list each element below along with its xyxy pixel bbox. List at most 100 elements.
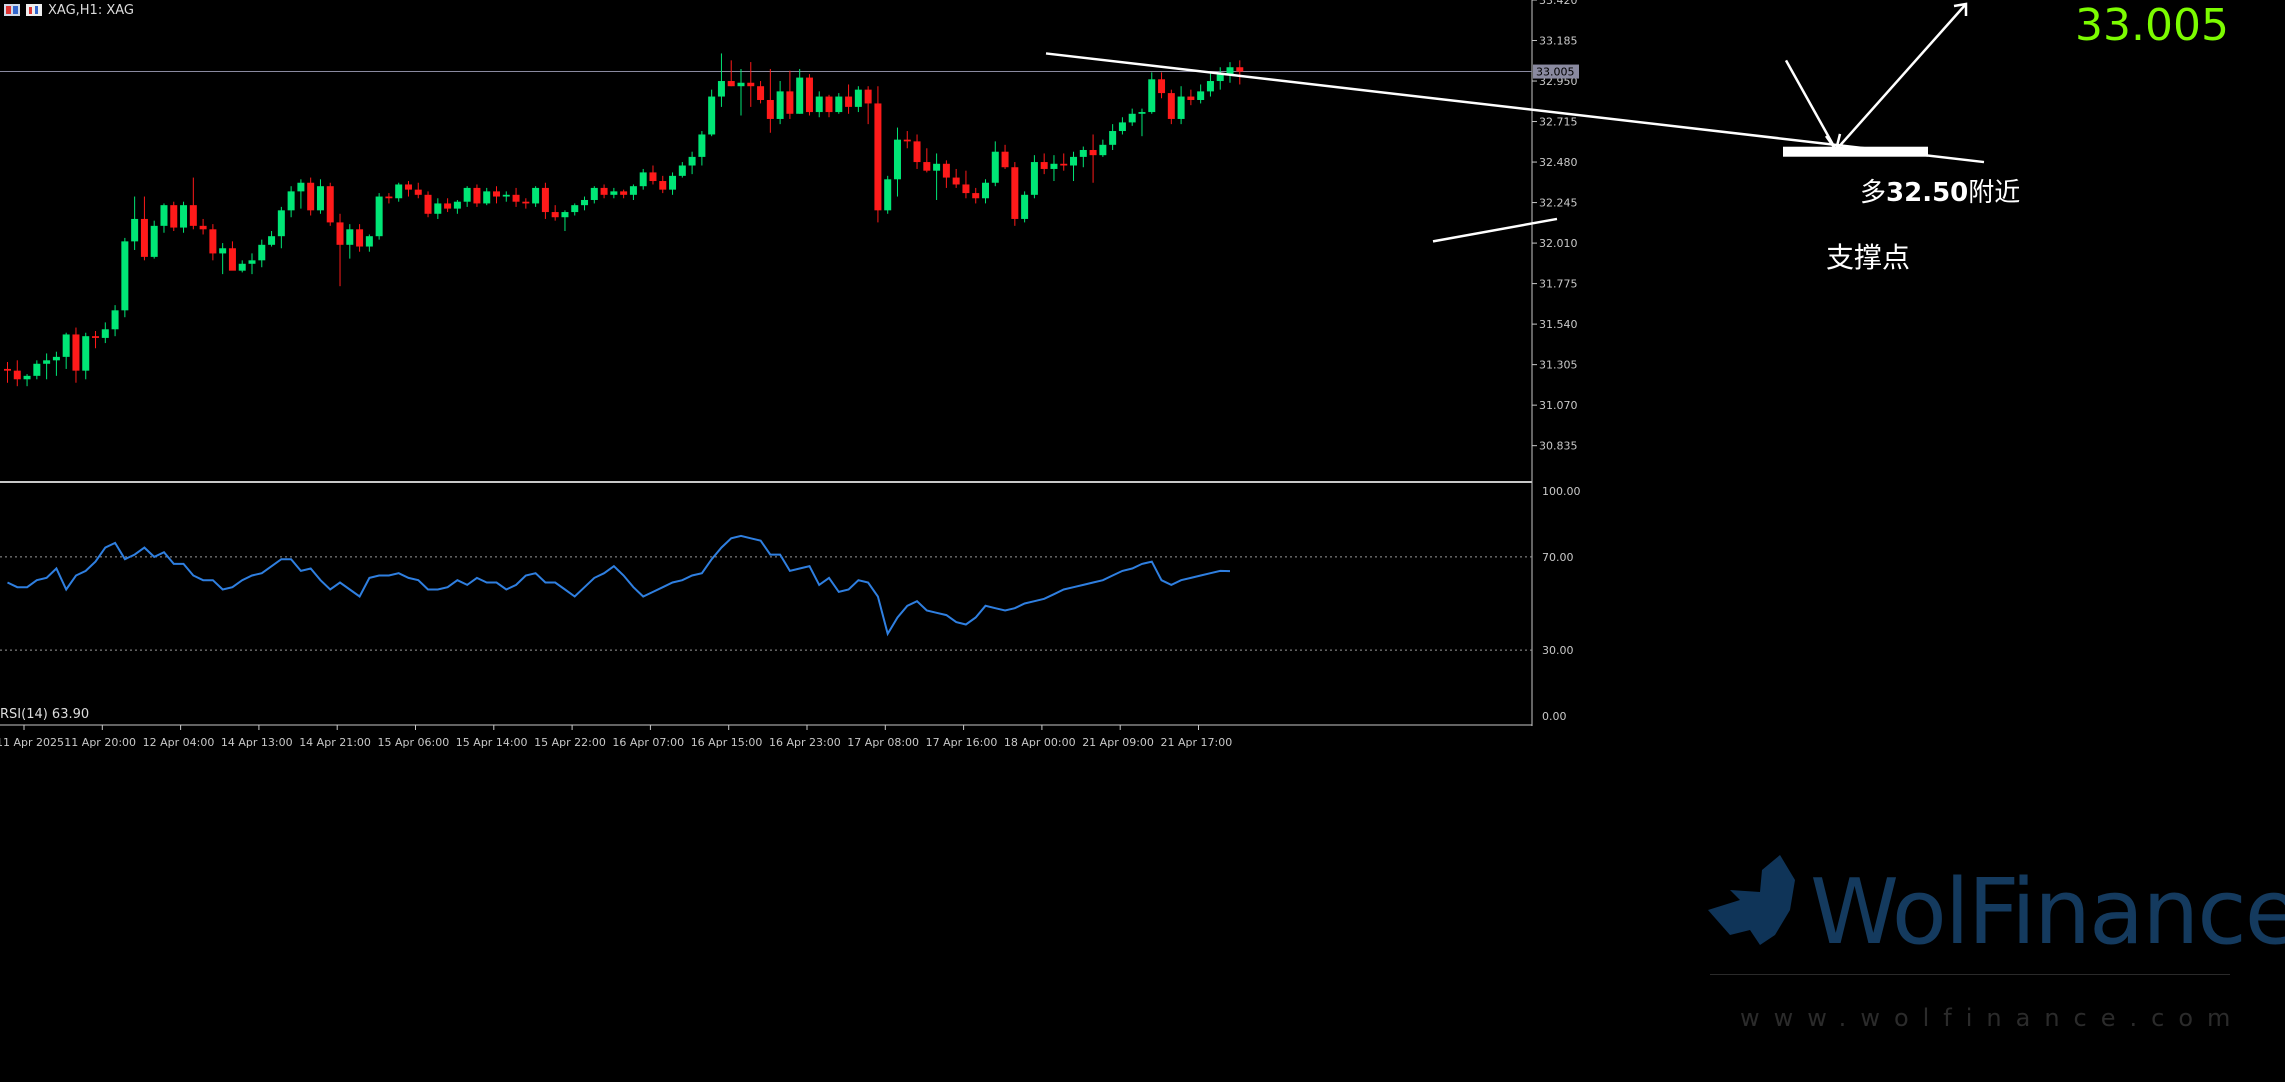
candle-body	[1021, 194, 1029, 219]
candle-body	[991, 151, 999, 183]
candle-body	[4, 368, 11, 371]
candle-body	[121, 241, 129, 311]
support-trendline	[1432, 217, 1558, 243]
projection-path	[1784, 3, 1967, 153]
candle-body	[1099, 144, 1107, 156]
projection-arrowhead-up	[1953, 2, 1968, 16]
symbol-label: XAG,H1: XAG	[48, 2, 134, 18]
candle-body	[1109, 131, 1117, 145]
candle-body	[258, 244, 266, 261]
candle-body	[444, 203, 452, 209]
candle-body	[923, 162, 931, 171]
candle-body	[747, 82, 755, 87]
x-tick-label: 17 Apr 16:00	[926, 736, 998, 749]
candle-body	[228, 248, 236, 271]
candle-body	[717, 81, 725, 97]
candle-body	[375, 196, 383, 237]
current-price-big: 33.005	[2075, 0, 2229, 51]
projection-arrowhead-down	[1824, 133, 1842, 153]
x-tick-label: 12 Apr 04:00	[143, 736, 215, 749]
candle-body	[62, 334, 70, 357]
candle-body	[541, 187, 549, 213]
candle-body	[199, 225, 207, 230]
current-price-tag	[1533, 64, 1579, 79]
y-tick-label: 33.185	[1539, 35, 1578, 48]
candle-body	[502, 194, 510, 197]
candle-body	[385, 196, 393, 199]
long-label-prefix: 多	[1860, 178, 1887, 208]
x-tick-label: 15 Apr 14:00	[456, 736, 528, 749]
candle-body	[581, 199, 589, 206]
candle-body	[522, 201, 530, 204]
y-tick-label: 31.070	[1539, 399, 1578, 412]
candle-body	[610, 191, 618, 195]
candle-body	[316, 186, 324, 211]
candle-body	[356, 229, 364, 247]
candle-body	[952, 177, 960, 185]
x-tick-label: 16 Apr 23:00	[769, 736, 841, 749]
y-tick-label: 32.010	[1539, 237, 1578, 250]
candle-body	[277, 210, 285, 237]
candle-body	[473, 187, 481, 204]
candle-body	[1050, 163, 1058, 169]
candle-body	[620, 191, 628, 195]
watermark-divider	[1710, 974, 2230, 975]
candle-body	[1040, 162, 1048, 169]
candle-body	[219, 248, 227, 254]
candle-body	[150, 225, 158, 257]
x-tick-label: 21 Apr 09:00	[1082, 736, 1154, 749]
candle-body	[874, 103, 882, 211]
candle-body	[1216, 74, 1224, 82]
x-tick-label: 11 Apr 2025	[0, 736, 64, 749]
candle-body	[972, 193, 980, 199]
candle-body	[82, 336, 90, 371]
candle-body	[1187, 96, 1195, 100]
candle-body	[395, 184, 403, 199]
candle-body	[1030, 162, 1038, 195]
y-tick-label: 31.540	[1539, 318, 1578, 331]
rsi-tick-label: 0.00	[1542, 710, 1567, 723]
chart-header: XAG,H1: XAG	[0, 0, 134, 20]
candle-body	[1128, 113, 1136, 123]
x-tick-label: 15 Apr 06:00	[378, 736, 450, 749]
x-tick-label: 18 Apr 00:00	[1004, 736, 1076, 749]
candle-body	[424, 194, 432, 214]
rsi-tick-label: 100.00	[1542, 485, 1581, 498]
rsi-tick-label: 70.00	[1542, 551, 1574, 564]
support-label: 支撑点	[1826, 241, 1911, 274]
candle-body	[825, 96, 833, 113]
candle-body	[1177, 96, 1185, 119]
candle-body	[864, 89, 872, 104]
candle-body	[13, 370, 21, 380]
candle-body	[1138, 112, 1146, 114]
x-tick-label: 16 Apr 07:00	[612, 736, 684, 749]
chart-icon[interactable]	[4, 4, 20, 16]
candle-body	[962, 184, 970, 194]
candle-body	[678, 165, 686, 176]
x-tick-label: 21 Apr 17:00	[1161, 736, 1233, 749]
y-tick-label: 32.715	[1539, 116, 1578, 129]
candle-body	[365, 236, 373, 247]
candle-body	[982, 182, 989, 199]
symbol-icon[interactable]	[26, 4, 42, 16]
candle-body	[414, 189, 422, 195]
candle-body	[493, 191, 500, 197]
candle-body	[903, 139, 911, 142]
candle-body	[532, 187, 540, 204]
candle-body	[815, 96, 823, 113]
candle-body	[698, 134, 706, 157]
candle-body	[33, 363, 41, 376]
y-tick-label: 33.420	[1539, 0, 1578, 7]
candle-body	[434, 203, 442, 214]
candle-body	[512, 194, 520, 202]
rsi-label: RSI(14) 63.90	[0, 707, 90, 722]
candle-body	[688, 156, 696, 166]
candle-body	[786, 91, 794, 114]
candle-body	[52, 356, 60, 361]
resistance-trendline	[1045, 52, 1985, 164]
candle-body	[590, 187, 598, 200]
candle-body	[1060, 163, 1068, 166]
candle-body	[884, 179, 892, 211]
